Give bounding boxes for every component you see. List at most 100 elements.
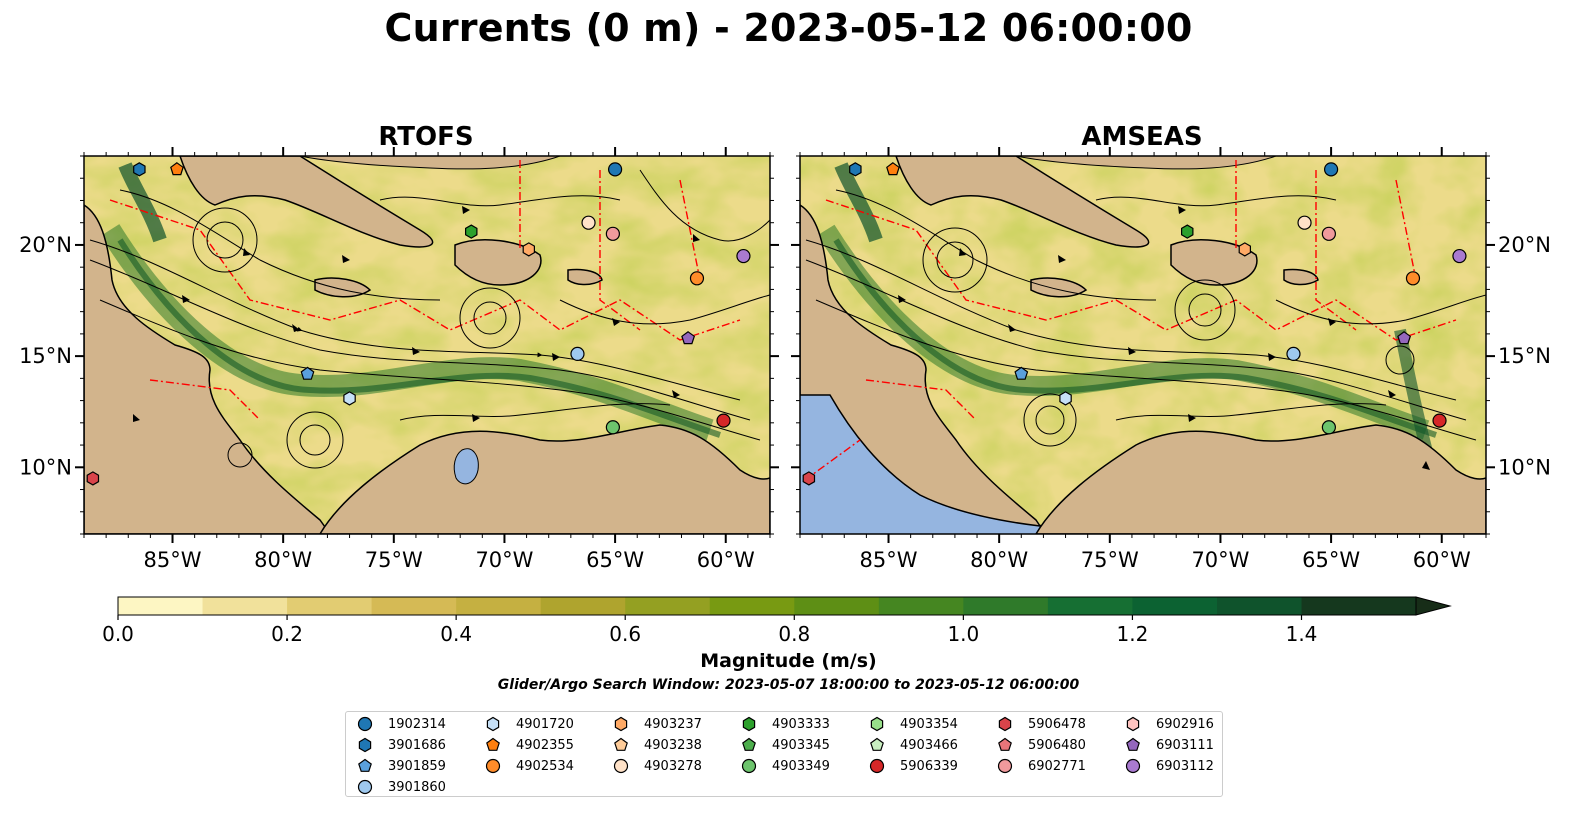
colorbar-cell: [878, 597, 964, 615]
lake-maracaibo: [453, 448, 479, 485]
legend-item-1902314: 1902314: [354, 714, 446, 734]
float-marker-5906478: [802, 471, 816, 486]
lon-tick-label: 85°W: [144, 548, 202, 572]
float-marker-3901859: [1014, 366, 1029, 380]
float-marker-4903349: [605, 420, 620, 435]
legend-marker: [357, 716, 373, 732]
float-marker-6903112: [736, 248, 751, 264]
legend-item-6902916: 6902916: [1122, 714, 1214, 734]
map-panel-rtofs: [84, 156, 770, 534]
circle-marker-icon: [357, 779, 373, 795]
hexagon-marker-icon: [742, 716, 756, 732]
float-marker-4902534: [689, 271, 705, 286]
colorbar-cell: [456, 597, 542, 615]
land-central-america: [84, 204, 331, 534]
legend-label: 4903466: [900, 737, 958, 753]
hexagon-marker-icon: [614, 716, 628, 732]
circle-marker-icon: [869, 758, 885, 774]
legend-marker: [869, 758, 885, 774]
lon-tick-label: 85°W: [860, 548, 918, 572]
map-axes: 85°W 80°W 75°W 70°W 65°W 60°W 20°N 15°N 10°N 85°W…: [19, 147, 1551, 572]
legend-marker: [358, 758, 372, 772]
float-marker-4903278: [1297, 215, 1312, 230]
lon-tick-label: 70°W: [1191, 548, 1249, 572]
circle-marker-icon: [1125, 758, 1141, 774]
colorbar-frame: [117, 596, 1417, 616]
circle-marker-icon: [485, 758, 501, 774]
colorbar-cell: [1216, 597, 1302, 615]
legend-marker: [614, 737, 628, 751]
float-legend: 1902314 3901686 3901859 3901860 4901720 49023…: [345, 711, 1223, 797]
hexagon-marker-icon: [358, 737, 372, 753]
legend-item-3901859: 3901859: [354, 756, 446, 776]
float-marker-4903237: [1238, 242, 1251, 257]
land-south-america: [319, 424, 770, 534]
land-hispaniola: [1170, 239, 1258, 286]
land-bahamas: [1015, 156, 1277, 170]
lat-tick-label: 10°N: [19, 455, 72, 479]
map-panel-amseas: [800, 156, 1486, 534]
lat-tick-label: 15°N: [19, 344, 72, 368]
legend-label: 5906480: [1028, 737, 1086, 753]
streamline-arrows: [898, 206, 1430, 470]
colorbar-ticks: 0.0 0.2 0.4 0.6 0.8 1.0 1.2 1.4: [102, 615, 1317, 646]
float-marker-4901720: [1059, 391, 1072, 406]
legend-item-4902534: 4902534: [482, 756, 574, 776]
float-marker-1902314: [607, 162, 623, 177]
circle-marker-icon: [997, 758, 1013, 774]
pentagon-marker-icon: [486, 737, 500, 751]
float-marker-4902355: [886, 162, 900, 176]
eez-boundaries: [109, 160, 741, 421]
lon-tick-label: 75°W: [365, 548, 423, 572]
legend-marker: [357, 779, 373, 795]
pentagon-marker-icon: [742, 737, 756, 751]
float-marker-6902771: [1321, 226, 1336, 241]
float-marker-6903111: [681, 331, 696, 345]
float-marker-3901860: [570, 346, 585, 361]
pentagon-marker-icon: [998, 737, 1012, 751]
legend-item-3901686: 3901686: [354, 735, 446, 755]
colorbar-cells: [118, 596, 1452, 616]
legend-marker: [998, 737, 1012, 751]
streamlines: [805, 189, 1486, 447]
legend-item-6903112: 6903112: [1122, 756, 1214, 776]
lon-tick-label: 65°W: [1302, 548, 1360, 572]
float-marker-5906339: [1432, 413, 1447, 428]
legend-marker: [485, 758, 501, 774]
land-puerto-rico: [1283, 268, 1319, 286]
legend-marker: [742, 716, 756, 732]
legend-marker: [1125, 758, 1141, 774]
legend-label: 3901859: [388, 758, 446, 774]
legend-label: 6902771: [1028, 758, 1086, 774]
legend-marker: [742, 737, 756, 751]
colorbar-cell: [287, 597, 373, 615]
legend-label: 4902534: [516, 758, 574, 774]
pentagon-marker-icon: [870, 737, 884, 751]
colorbar-cell: [1047, 597, 1133, 615]
legend-item-6903111: 6903111: [1122, 735, 1214, 755]
legend-item-4901720: 4901720: [482, 714, 574, 734]
legend-label: 5906339: [900, 758, 958, 774]
colorbar-cell: [794, 597, 880, 615]
float-marker-4901720: [343, 391, 356, 406]
circle-marker-icon: [357, 716, 373, 732]
panel-title-amseas: AMSEAS: [1081, 122, 1202, 152]
legend-marker: [613, 758, 629, 774]
colorbar-cell: [709, 597, 795, 615]
legend-marker: [486, 716, 500, 732]
legend-marker: [870, 737, 884, 751]
lon-tick-label: 70°W: [475, 548, 533, 572]
legend-label: 4903237: [644, 716, 702, 732]
legend-item-6902771: 6902771: [994, 756, 1086, 776]
legend-marker: [1126, 716, 1140, 732]
legend-item-4903237: 4903237: [610, 714, 702, 734]
colorbar-cell: [625, 597, 711, 615]
legend-marker: [486, 737, 500, 751]
float-markers-rtofs: [86, 162, 751, 486]
colorbar-tick-label: 0.6: [609, 622, 641, 646]
lon-tick-label: 60°W: [697, 548, 755, 572]
float-marker-4903333: [1181, 224, 1194, 239]
pentagon-marker-icon: [1126, 737, 1140, 751]
land-cuba: [179, 156, 434, 248]
